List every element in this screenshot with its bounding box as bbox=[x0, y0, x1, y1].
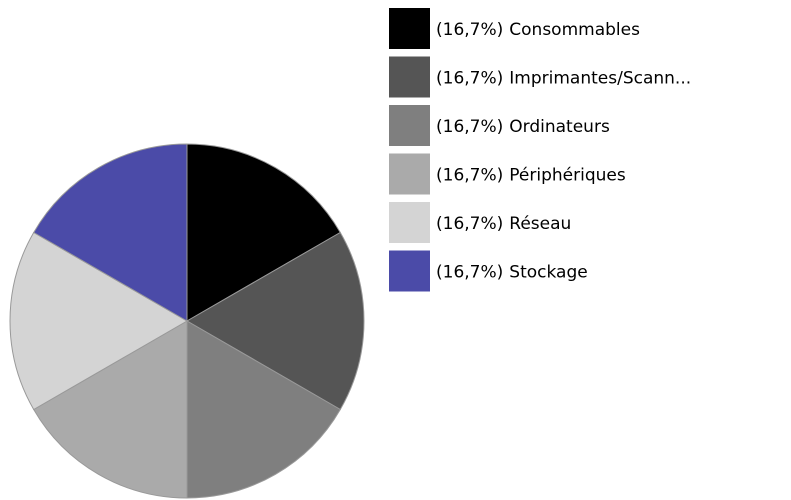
legend-label: (16,7%) Imprimantes/Scann... bbox=[436, 69, 691, 89]
legend-label: (16,7%) Périphériques bbox=[436, 166, 626, 186]
legend-label: (16,7%) Ordinateurs bbox=[436, 117, 610, 137]
legend-swatch bbox=[389, 250, 430, 292]
legend-value: (16,7%) bbox=[436, 166, 503, 186]
legend-label: (16,7%) Consommables bbox=[436, 20, 640, 40]
legend-swatch bbox=[389, 105, 430, 146]
legend-label: (16,7%) Réseau bbox=[436, 214, 571, 234]
legend-swatch bbox=[389, 202, 430, 243]
legend-swatch bbox=[389, 153, 430, 195]
legend-value: (16,7%) bbox=[436, 69, 503, 89]
legend-category: Stockage bbox=[509, 263, 587, 283]
pie-slice bbox=[9, 231, 189, 411]
legend-category: Réseau bbox=[509, 214, 571, 234]
legend-label: (16,7%) Stockage bbox=[436, 263, 588, 283]
legend-category: Ordinateurs bbox=[509, 117, 610, 137]
legend-value: (16,7%) bbox=[436, 20, 503, 40]
pie-slice bbox=[186, 320, 341, 499]
pie-slice bbox=[186, 231, 365, 411]
pie-slice bbox=[33, 320, 188, 499]
legend-category: Imprimantes/Scann... bbox=[509, 69, 691, 89]
legend-value: (16,7%) bbox=[436, 263, 503, 283]
legend-category: Périphériques bbox=[509, 166, 626, 186]
pie-slice bbox=[186, 143, 341, 322]
legend-category: Consommables bbox=[509, 20, 640, 40]
legend-value: (16,7%) bbox=[436, 214, 503, 234]
pie-slice bbox=[33, 143, 188, 322]
legend-swatch bbox=[389, 56, 430, 98]
legend-swatch bbox=[389, 8, 430, 49]
legend-value: (16,7%) bbox=[436, 117, 503, 137]
